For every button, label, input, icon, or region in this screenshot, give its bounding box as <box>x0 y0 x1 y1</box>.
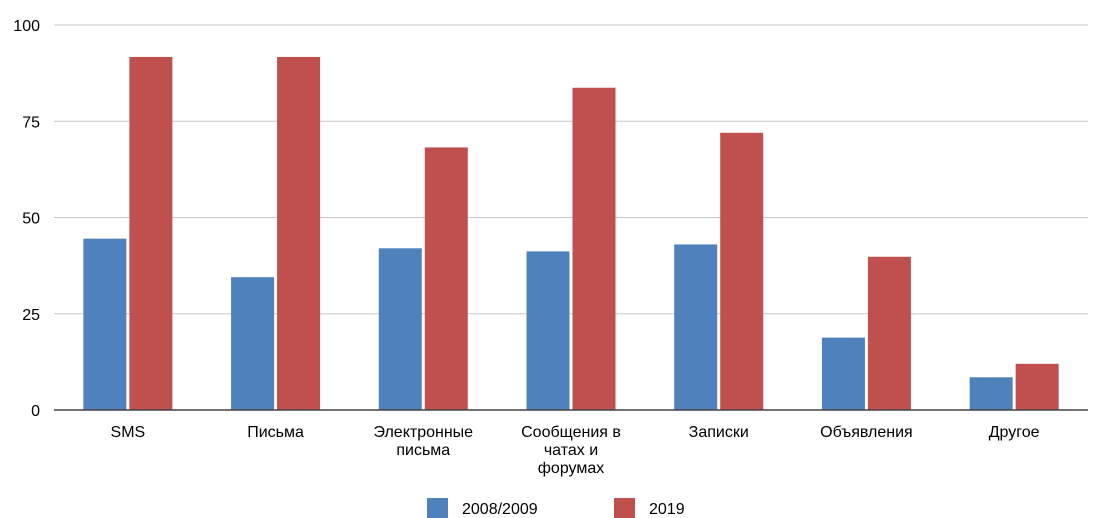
bars <box>83 56 1059 411</box>
x-category-label: Записки <box>689 424 749 441</box>
x-category-label-line: форумах <box>538 460 605 477</box>
x-category-label-line: письма <box>396 442 450 459</box>
x-category-label-line: чатах и <box>544 442 598 459</box>
legend-label: 2019 <box>649 501 685 518</box>
bar-series1 <box>674 244 718 410</box>
bar-series2 <box>277 56 321 411</box>
bar-series2 <box>572 87 616 410</box>
x-category-label-line: Объявления <box>820 424 913 441</box>
y-tick-label: 100 <box>13 18 40 35</box>
bar-series1 <box>526 251 570 410</box>
legend-swatch <box>614 498 635 518</box>
bar-series2 <box>720 132 764 411</box>
y-tick-label: 50 <box>22 211 40 228</box>
x-category-label: Электронные письма <box>373 424 473 459</box>
legend-label: 2008/2009 <box>462 501 538 518</box>
bar-series1 <box>821 337 865 410</box>
x-category-label: Письма <box>247 424 304 441</box>
bar-series1 <box>969 377 1013 410</box>
x-category-label-line: Письма <box>247 424 304 441</box>
bar-series1 <box>83 238 127 410</box>
bar-series2 <box>424 147 468 410</box>
x-category-label-line: SMS <box>111 424 146 441</box>
bar-series2 <box>867 256 911 410</box>
x-category-label: Другое <box>989 424 1040 441</box>
x-category-label-line: Электронные <box>373 424 473 441</box>
y-tick-label: 75 <box>22 114 40 131</box>
legend-swatch <box>427 498 448 518</box>
y-tick-label: 25 <box>22 307 40 324</box>
gridlines <box>54 24 1088 315</box>
x-category-label-line: Записки <box>689 424 749 441</box>
x-axis-labels: SMS Письма Электронные письма Сообщения в чат… <box>111 424 1040 477</box>
x-category-label-line: Другое <box>989 424 1040 441</box>
x-category-label: SMS <box>111 424 146 441</box>
bar-series1 <box>231 277 275 410</box>
bar-series2 <box>129 56 173 411</box>
x-category-label: Сообщения в чатах и форумах <box>521 424 621 477</box>
bar-series2 <box>1015 363 1059 410</box>
x-category-label: Объявления <box>820 424 913 441</box>
x-category-label-line: Сообщения в <box>521 424 621 441</box>
bar-series1 <box>378 248 422 410</box>
y-tick-label: 0 <box>31 403 40 420</box>
legend: 2008/2009 2019 <box>427 498 685 518</box>
y-axis-ticks: 0 25 50 75 100 <box>13 18 40 420</box>
